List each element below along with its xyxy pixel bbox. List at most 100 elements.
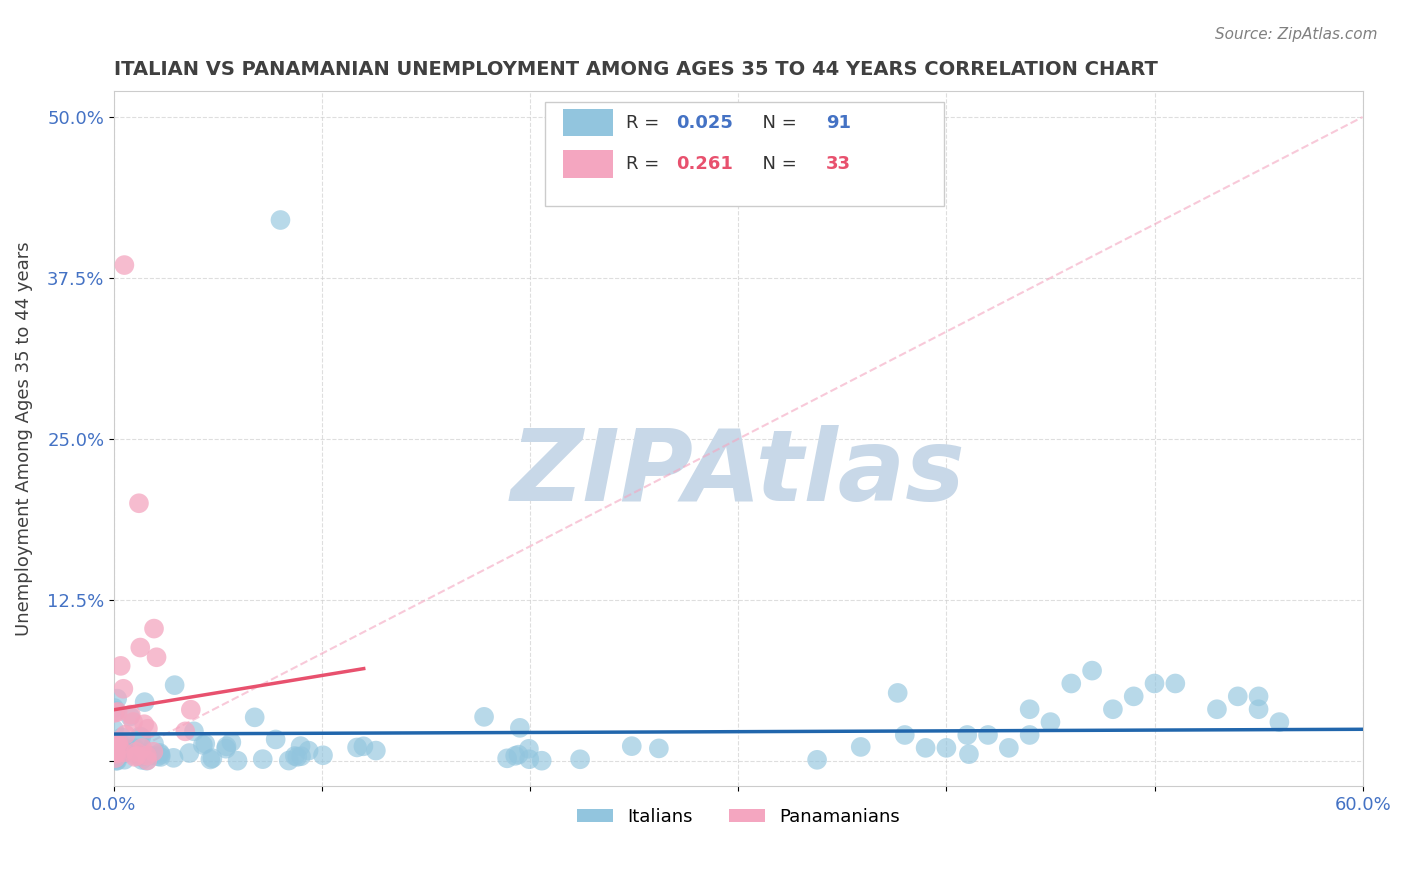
Point	[114, 739, 136, 753]
Point	[252, 752, 274, 766]
Point	[496, 751, 519, 765]
Point	[221, 735, 243, 749]
Point	[226, 754, 249, 768]
Point	[998, 740, 1021, 755]
Point	[517, 741, 540, 756]
Point	[108, 739, 131, 754]
Point	[104, 752, 127, 766]
Point	[163, 678, 186, 692]
Point	[648, 741, 671, 756]
Point	[114, 728, 136, 742]
Point	[364, 743, 387, 757]
Point	[134, 717, 156, 731]
Point	[134, 695, 156, 709]
Text: N =: N =	[751, 113, 803, 131]
Point	[297, 744, 319, 758]
Point	[105, 754, 128, 768]
Point	[146, 749, 169, 764]
Point	[104, 751, 127, 765]
Point	[112, 681, 135, 696]
Point	[352, 739, 374, 754]
Point	[290, 749, 312, 764]
Point	[107, 705, 129, 719]
Point	[1039, 715, 1062, 730]
FancyBboxPatch shape	[564, 151, 613, 178]
Point	[104, 746, 127, 760]
Point	[103, 701, 125, 715]
Point	[129, 730, 152, 744]
Point	[215, 741, 238, 756]
Point	[1102, 702, 1125, 716]
Point	[277, 754, 299, 768]
Point	[180, 703, 202, 717]
Point	[107, 736, 129, 750]
Point	[124, 741, 146, 756]
Point	[149, 747, 172, 762]
Point	[129, 640, 152, 655]
Point	[174, 724, 197, 739]
Point	[105, 738, 128, 752]
Point	[104, 744, 127, 758]
Point	[135, 748, 157, 763]
Point	[112, 745, 135, 759]
Point	[284, 749, 307, 764]
Point	[103, 723, 125, 737]
Point	[312, 748, 335, 763]
Point	[1018, 728, 1040, 742]
Point	[145, 650, 167, 665]
Point	[129, 730, 152, 744]
Point	[264, 732, 287, 747]
Point	[103, 706, 125, 720]
Text: R =: R =	[626, 155, 665, 173]
Point	[1081, 664, 1104, 678]
Point	[162, 751, 184, 765]
Point	[509, 721, 531, 735]
Point	[110, 658, 132, 673]
Text: ZIPAtlas: ZIPAtlas	[510, 425, 966, 522]
Point	[849, 739, 872, 754]
Point	[114, 741, 136, 756]
Point	[806, 753, 828, 767]
Point	[111, 731, 134, 745]
Point	[215, 739, 238, 754]
Point	[136, 722, 159, 736]
Legend: Italians, Panamanians: Italians, Panamanians	[569, 801, 907, 833]
Point	[243, 710, 266, 724]
Text: 0.025: 0.025	[676, 113, 733, 131]
Point	[1247, 690, 1270, 704]
Point	[503, 748, 526, 763]
Point	[1143, 676, 1166, 690]
Point	[112, 258, 135, 272]
Point	[269, 213, 291, 227]
Point	[346, 740, 368, 755]
Point	[149, 750, 172, 764]
Point	[110, 747, 132, 762]
Text: Source: ZipAtlas.com: Source: ZipAtlas.com	[1215, 27, 1378, 42]
Point	[530, 754, 553, 768]
Point	[143, 737, 166, 751]
Point	[914, 740, 936, 755]
Point	[179, 746, 201, 760]
Point	[103, 736, 125, 750]
Point	[620, 739, 643, 753]
Point	[1122, 690, 1144, 704]
Point	[127, 747, 149, 761]
Point	[886, 686, 908, 700]
Point	[107, 739, 129, 754]
Text: 0.261: 0.261	[676, 155, 733, 173]
Point	[125, 745, 148, 759]
Point	[131, 753, 153, 767]
Point	[1226, 690, 1249, 704]
Point	[957, 747, 980, 761]
Point	[120, 709, 142, 723]
Point	[149, 746, 172, 760]
Point	[935, 740, 957, 755]
Point	[122, 714, 145, 729]
Point	[201, 751, 224, 765]
Point	[569, 752, 592, 766]
Point	[894, 728, 917, 742]
Point	[194, 737, 217, 751]
Point	[120, 707, 142, 722]
Point	[1060, 676, 1083, 690]
Point	[142, 745, 165, 759]
